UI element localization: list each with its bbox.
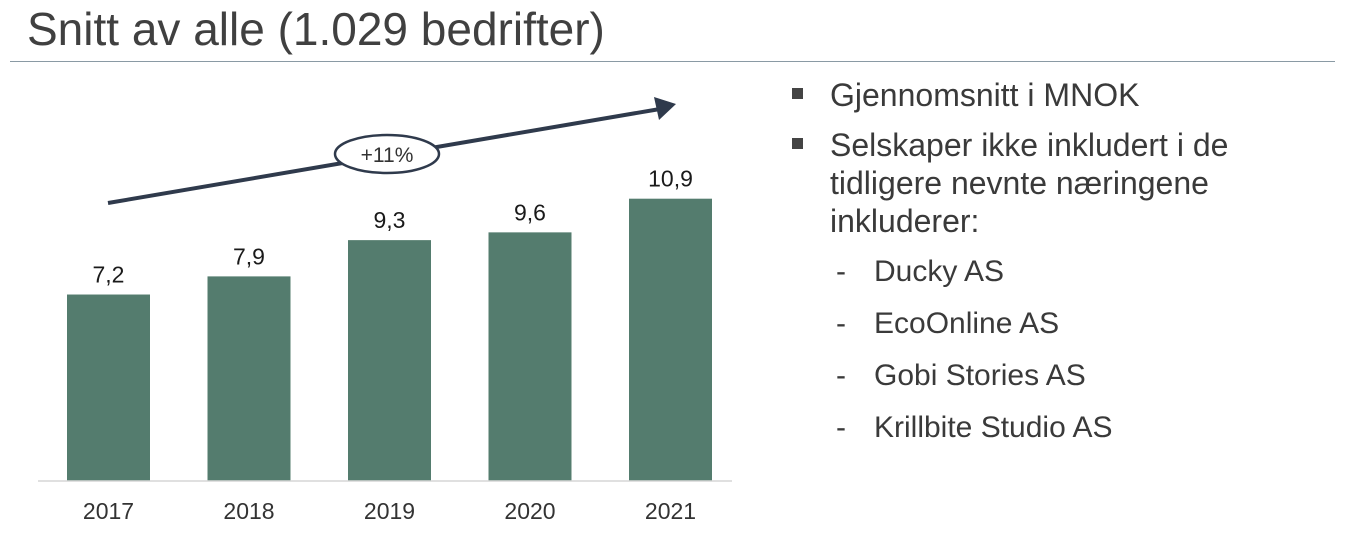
x-tick-label-2017: 2017 (83, 498, 134, 524)
bullet-text: Gjennomsnitt i MNOK (830, 77, 1140, 113)
x-tick-label-2020: 2020 (504, 498, 555, 524)
x-tick-label-2021: 2021 (645, 498, 696, 524)
value-label-2017: 7,2 (93, 262, 125, 288)
bullet-item: Selskaper ikke inkludert i de tidligere … (790, 126, 1330, 240)
dash-marker: - (836, 307, 846, 340)
dash-marker: - (836, 255, 846, 288)
notes-panel: Gjennomsnitt i MNOK Selskaper ikke inklu… (790, 76, 1330, 460)
company-name: Ducky AS (874, 255, 1005, 288)
value-label-2020: 9,6 (514, 199, 546, 225)
title-divider (10, 61, 1335, 62)
x-tick-label-2018: 2018 (223, 498, 274, 524)
growth-badge (333, 133, 441, 175)
growth-label: +11% (361, 144, 414, 167)
bar-2020 (488, 232, 572, 481)
bullet-text: Selskaper ikke inkludert i de tidligere … (830, 127, 1229, 239)
company-name: EcoOnline AS (874, 307, 1060, 340)
company-item: - Krillbite Studio AS (790, 408, 1330, 460)
bar-2017 (67, 294, 150, 481)
value-label-2019: 9,3 (374, 207, 406, 233)
company-list: - Ducky AS - EcoOnline AS - Gobi Stories… (790, 252, 1330, 460)
dash-marker: - (836, 411, 846, 444)
company-item: - EcoOnline AS (790, 304, 1330, 356)
dash-marker: - (836, 359, 846, 392)
bullet-item: Gjennomsnitt i MNOK (790, 76, 1330, 114)
company-item: - Gobi Stories AS (790, 356, 1330, 408)
company-name: Krillbite Studio AS (874, 411, 1113, 444)
square-bullet-icon (792, 88, 803, 99)
bar-2018 (207, 276, 291, 481)
value-label-2018: 7,9 (233, 243, 265, 269)
bar-2021 (629, 198, 712, 481)
company-item: - Ducky AS (790, 252, 1330, 304)
x-tick-label-2019: 2019 (364, 498, 415, 524)
page-title: Snitt av alle (1.029 bedrifter) (27, 3, 605, 55)
square-bullet-icon (792, 138, 803, 149)
value-label-2021: 10,9 (648, 166, 693, 192)
company-name: Gobi Stories AS (874, 359, 1086, 392)
trend-arrow-head (654, 97, 676, 120)
bar-chart: 7,2 7,9 9,3 9,6 10,9 2017 2018 2019 2020 2021 +1… (38, 97, 732, 524)
bar-2019 (348, 240, 431, 481)
